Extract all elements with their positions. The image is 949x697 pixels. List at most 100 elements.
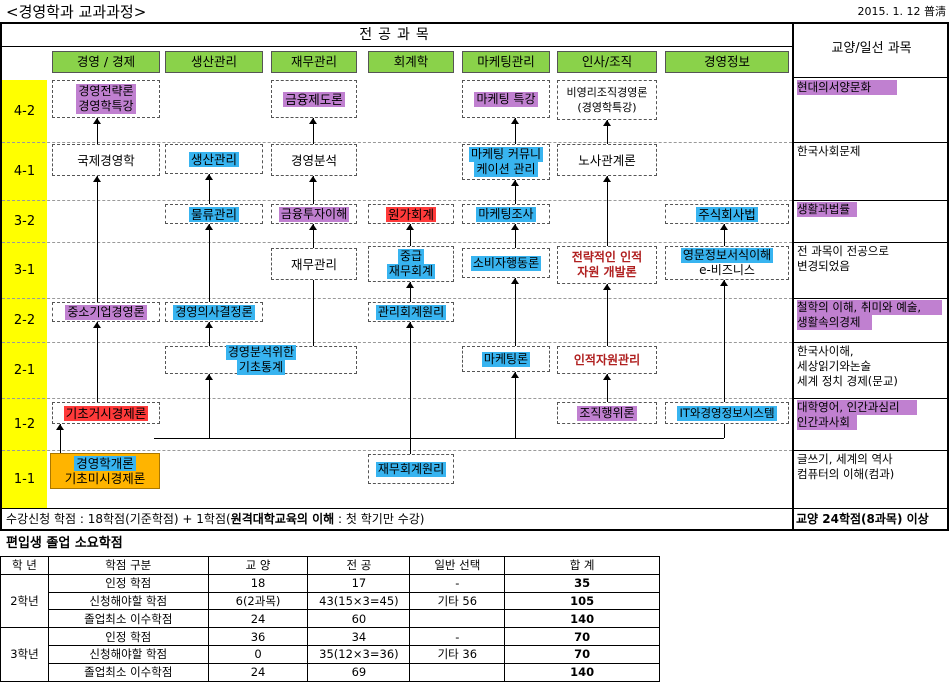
cell: 43(15×3=45) <box>307 591 411 611</box>
connector-line <box>313 280 314 346</box>
category-management-economics: 경영 / 경제 <box>52 51 160 73</box>
level-4-1: 4-1 <box>2 142 47 200</box>
liberal-3-1-line1: 전 과목이 전공으로 <box>797 244 889 258</box>
arrow-up-icon <box>406 224 414 230</box>
course-intro-management: 경영학개론 <box>74 456 136 471</box>
course-financial-accounting: 재무회계원리 <box>375 461 447 477</box>
course-statistics-line2: 기초통계 <box>236 360 286 375</box>
row-sep <box>2 242 792 243</box>
arrow-up-icon <box>720 280 728 286</box>
course-consumer-behavior: 소비자행동론 <box>470 255 542 271</box>
course-marketing-research: 마케팅조사 <box>476 206 536 222</box>
course-nonprofit-line2: (경영학특강) <box>577 101 637 114</box>
course-marketing-comm-line1: 마케팅 커뮤니 <box>468 147 544 162</box>
footer-divider <box>0 508 949 509</box>
liberal-2-2-line1: 철학의 이해, 취미와 예술, <box>797 300 949 315</box>
credits-header-row: 학 년 학점 구분 교 양 전 공 일반 선택 합 계 <box>0 556 660 575</box>
connector-line <box>209 174 210 204</box>
cell: 60 <box>307 609 411 629</box>
cell: 17 <box>307 573 411 593</box>
connector-line <box>97 176 98 302</box>
cell-total: 140 <box>504 662 660 682</box>
row-sep <box>2 450 792 451</box>
cell: 졸업최소 이수학점 <box>47 609 209 629</box>
course-it-mis: IT와경영정보시스템 <box>677 405 777 421</box>
header-year: 학 년 <box>0 556 49 575</box>
connector-line <box>209 322 210 346</box>
course-box-consumer: 소비자행동론 <box>462 248 550 278</box>
course-marketing: 마케팅론 <box>481 351 531 367</box>
connector-line <box>154 438 724 439</box>
credits-title: 편입생 졸업 소요학점 <box>6 536 123 551</box>
course-box-financial-system: 금융제도론 <box>271 80 357 118</box>
arrow-up-icon <box>309 224 317 230</box>
connector-line <box>209 374 210 438</box>
credits-table: 학 년 학점 구분 교 양 전 공 일반 선택 합 계 2학년 인정 학점 18… <box>0 556 660 682</box>
year-2: 2학년 <box>0 573 49 629</box>
curriculum-frame <box>0 22 949 531</box>
category-marketing: 마케팅관리 <box>462 51 550 73</box>
arrow-up-icon <box>205 374 213 380</box>
course-box-org-behavior: 조직행위론 <box>557 402 657 424</box>
course-corporate-law: 주식회사법 <box>696 206 758 222</box>
arrow-up-icon <box>205 174 213 180</box>
registration-note-c: : 첫 학기만 수강) <box>334 512 425 526</box>
course-box-strategy: 경영전략론 경영학특강 <box>52 80 160 118</box>
arrow-up-icon <box>406 322 414 328</box>
level-3-2: 3-2 <box>2 200 47 242</box>
liberal-row-sep <box>794 142 949 143</box>
liberal-4-2-line: 현대의서양문화 <box>797 80 949 95</box>
connector-line <box>410 282 411 302</box>
course-managerial-accounting: 관리회계원리 <box>375 304 447 320</box>
cell: 인정 학점 <box>47 573 209 593</box>
liberal-2-2: 철학의 이해, 취미와 예술, 생활속의경제 <box>794 300 949 342</box>
course-cost-accounting: 원가회계 <box>385 206 436 222</box>
liberal-row-sep <box>794 398 949 399</box>
row-sep <box>2 298 792 299</box>
arrow-up-icon <box>309 176 317 182</box>
cell: 69 <box>307 662 411 682</box>
liberal-row-sep <box>794 342 949 343</box>
connector-line <box>313 224 314 248</box>
cell: 0 <box>207 644 309 664</box>
connector-line <box>607 374 608 402</box>
arrow-up-icon <box>511 278 519 284</box>
connector-line <box>60 424 61 454</box>
table-row: 2학년 인정 학점 18 17 - 35 <box>0 573 660 629</box>
arrow-up-icon <box>93 176 101 182</box>
course-intermediate-line1: 중급 <box>397 249 425 264</box>
course-box-macro: 기초거시경제론 <box>52 402 160 424</box>
level-2-1: 2-1 <box>2 342 47 398</box>
row-sep <box>2 142 792 143</box>
cell-total: 105 <box>504 591 660 611</box>
arrow-up-icon <box>93 322 101 328</box>
course-box-strategic-hr: 전략적인 인적 자원 개발론 <box>557 246 657 284</box>
course-box-statistics: 경영분석위한 기초통계 <box>165 345 357 375</box>
registration-note-a: 수강신청 학점 : 18학점(기준학점) + 1학점( <box>6 512 231 526</box>
arrow-up-icon <box>309 118 317 124</box>
course-nonprofit-line1: 비영리조직경영론 <box>566 86 648 99</box>
connector-line <box>724 280 725 402</box>
course-box-financial-accounting: 재무회계원리 <box>368 454 454 484</box>
cell <box>409 609 506 629</box>
header-total: 합 계 <box>504 556 660 575</box>
registration-note: 수강신청 학점 : 18학점(기준학점) + 1학점(원격대학교육의 이해 : … <box>6 510 786 528</box>
course-box-ebusiness: 영문정보서식이해 e-비즈니스 <box>665 246 789 280</box>
course-labor-relations: 노사관계론 <box>578 152 636 168</box>
course-box-marketing-research: 마케팅조사 <box>462 204 550 224</box>
liberal-3-2: 생활과법률 <box>794 202 949 242</box>
cell: 6(2과목) <box>207 591 309 611</box>
liberal-header: 교양/일선 과목 <box>831 41 912 56</box>
course-financial-system: 금융제도론 <box>283 91 345 107</box>
cell-total: 70 <box>504 644 660 664</box>
connector-line <box>515 118 516 144</box>
row-sep <box>2 200 792 201</box>
connector-line <box>607 284 608 346</box>
course-strategic-hr-line2: 자원 개발론 <box>577 265 637 279</box>
connector-line <box>515 180 516 204</box>
cell: 기타 36 <box>409 644 506 664</box>
category-finance: 재무관리 <box>271 51 357 73</box>
course-intermediate-line2: 재무회계 <box>386 264 436 279</box>
course-box-intro: 경영학개론 기초미시경제론 <box>50 453 160 489</box>
course-basic-macroeconomics: 기초거시경제론 <box>63 405 149 421</box>
